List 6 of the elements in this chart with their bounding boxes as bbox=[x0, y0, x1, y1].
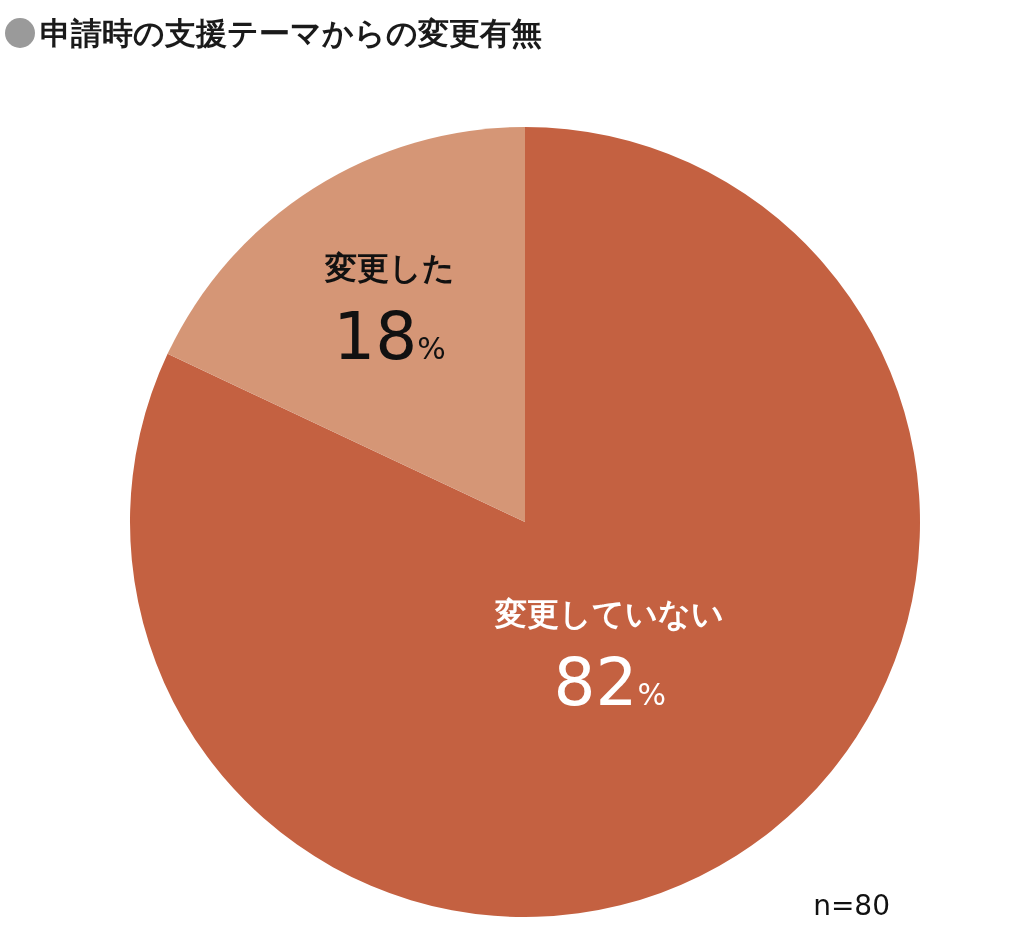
data-label: 82% bbox=[553, 644, 666, 722]
text: n=80 bbox=[813, 889, 890, 922]
slice-label: 変更した bbox=[323, 248, 455, 287]
data-label: 18% bbox=[333, 297, 446, 375]
chart-title: 申請時の支援テーマからの変更有無 bbox=[40, 15, 542, 51]
slice-label: 変更していない bbox=[494, 595, 725, 634]
